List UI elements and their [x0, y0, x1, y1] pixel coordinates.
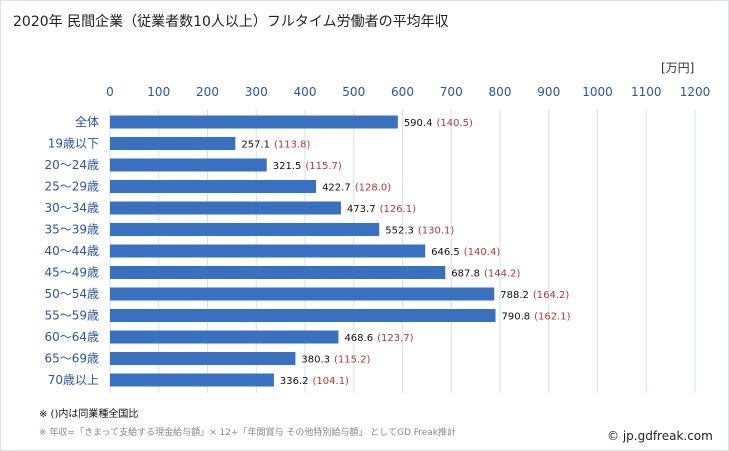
value-label: 687.8 [451, 269, 480, 280]
x-tick-label: 1100 [631, 85, 662, 99]
y-category-label: 19歳以下 [48, 137, 99, 151]
bar [110, 137, 236, 150]
ratio-label: (128.0) [355, 183, 392, 194]
data-label: 468.6 (123.7) [344, 333, 413, 344]
bar [110, 244, 426, 258]
ratio-label: (126.1) [380, 204, 417, 215]
value-label: 321.5 [273, 161, 302, 172]
data-label: 646.5 (140.4) [431, 247, 500, 258]
bar [110, 373, 274, 387]
x-tick-label: 1200 [680, 85, 711, 99]
x-tick-label: 400 [294, 85, 317, 99]
ratio-label: (115.7) [305, 161, 342, 172]
x-tick-label: 0 [106, 85, 114, 99]
y-category-label: 20～24歳 [44, 158, 99, 172]
x-tick-label: 300 [245, 85, 268, 99]
y-category-label: 65～69歳 [44, 352, 99, 366]
y-category-label: 55～59歳 [44, 309, 99, 323]
ratio-label: (164.2) [533, 290, 570, 301]
value-label: 380.3 [301, 355, 330, 366]
data-label: 257.1 (113.8) [241, 140, 310, 151]
value-label: 473.7 [347, 204, 376, 215]
ratio-label: (115.2) [334, 355, 371, 366]
y-category-label: 全体 [75, 114, 99, 129]
value-label: 336.2 [280, 376, 309, 387]
data-label: 422.7 (128.0) [322, 183, 391, 194]
data-label: 590.4 (140.5) [404, 118, 473, 129]
bar [110, 223, 380, 236]
y-category-label: 70歳以上 [48, 373, 99, 387]
ratio-label: (162.1) [534, 312, 571, 323]
copyright: © jp.gdfreak.com [607, 429, 713, 443]
y-category-label: 40～44歳 [44, 244, 99, 258]
x-tick-label: 900 [537, 85, 560, 99]
data-label: 336.2 (104.1) [280, 376, 349, 387]
bar [110, 309, 496, 322]
data-label: 687.8 (144.2) [451, 269, 520, 280]
data-label: 321.5 (115.7) [273, 161, 342, 172]
x-tick-label: 1000 [582, 85, 613, 99]
note-ratio: ※ ()内は同業種全国比 [39, 409, 139, 420]
bar [110, 180, 317, 193]
bar [110, 201, 341, 215]
y-category-label: 30～34歳 [44, 201, 99, 215]
data-label: 552.3 (130.1) [385, 226, 454, 237]
x-tick-label: 500 [342, 85, 365, 99]
bar [110, 287, 495, 301]
data-label: 788.2 (164.2) [500, 290, 569, 301]
bar [110, 158, 267, 172]
y-category-label: 25～29歳 [44, 180, 99, 194]
bar [110, 330, 339, 344]
data-label: 790.8 (162.1) [502, 312, 571, 323]
bar [110, 352, 296, 365]
ratio-label: (123.7) [377, 333, 414, 344]
x-tick-label: 700 [440, 85, 463, 99]
data-label: 380.3 (115.2) [301, 355, 370, 366]
y-category-label: 45～49歳 [44, 266, 99, 280]
ratio-label: (130.1) [418, 226, 455, 237]
note-method: ※ 年収=「きまって支給する現金給与額」× 12+「年間賞与 その他特別給与額」… [39, 428, 457, 438]
ratio-label: (104.1) [313, 376, 350, 387]
unit-label: [万円] [661, 61, 695, 75]
x-tick-label: 100 [147, 85, 170, 99]
value-label: 552.3 [385, 226, 414, 237]
x-tick-label: 200 [196, 85, 219, 99]
value-label: 422.7 [322, 183, 351, 194]
value-label: 790.8 [502, 312, 531, 323]
ratio-label: (140.4) [464, 247, 501, 258]
value-label: 468.6 [344, 333, 373, 344]
value-label: 257.1 [241, 140, 270, 151]
value-label: 788.2 [500, 290, 529, 301]
y-category-label: 50～54歳 [44, 287, 99, 301]
value-label: 590.4 [404, 118, 433, 129]
ratio-label: (144.2) [484, 269, 521, 280]
ratio-label: (140.5) [436, 118, 473, 129]
chart-title: 2020年 民間企業（従業者数10人以上）フルタイム労働者の平均年収 [13, 14, 449, 30]
bar [110, 115, 398, 129]
x-tick-label: 600 [391, 85, 414, 99]
bar [110, 266, 446, 279]
y-category-label: 60～64歳 [44, 330, 99, 344]
data-label: 473.7 (126.1) [347, 204, 416, 215]
value-label: 646.5 [431, 247, 460, 258]
y-category-label: 35～39歳 [44, 223, 99, 237]
x-tick-label: 800 [489, 85, 512, 99]
ratio-label: (113.8) [274, 140, 311, 151]
